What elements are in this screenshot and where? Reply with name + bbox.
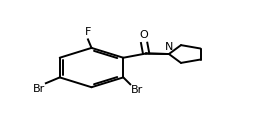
Text: Br: Br: [33, 84, 45, 94]
Text: F: F: [85, 27, 91, 38]
Text: Br: Br: [131, 85, 144, 95]
Text: N: N: [165, 42, 173, 52]
Text: O: O: [140, 30, 148, 40]
